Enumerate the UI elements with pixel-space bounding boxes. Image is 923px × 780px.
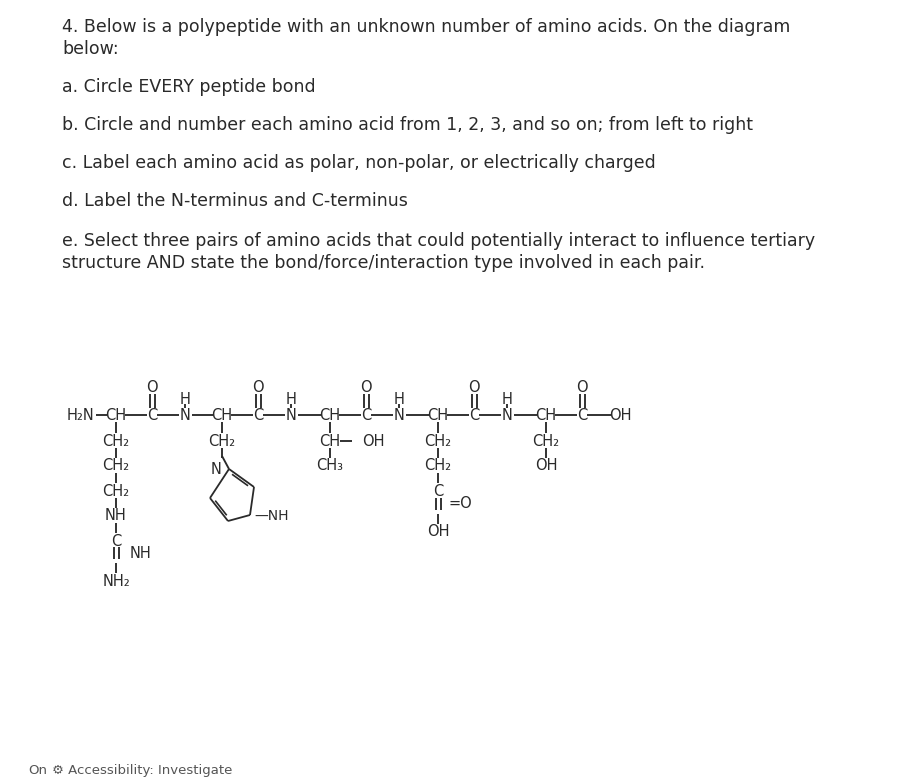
Text: O: O xyxy=(360,380,372,395)
Text: N: N xyxy=(501,407,512,423)
Text: N: N xyxy=(393,407,404,423)
Text: H: H xyxy=(180,392,190,406)
Text: CH: CH xyxy=(105,407,126,423)
Text: C: C xyxy=(469,407,479,423)
Text: CH: CH xyxy=(211,407,233,423)
Text: C: C xyxy=(253,407,263,423)
Text: H: H xyxy=(501,392,512,406)
Text: CH₂: CH₂ xyxy=(102,434,129,448)
Text: O: O xyxy=(576,380,588,395)
Text: OH: OH xyxy=(534,459,557,473)
Text: ⚙ Accessibility: Investigate: ⚙ Accessibility: Investigate xyxy=(52,764,233,777)
Text: OH: OH xyxy=(362,434,385,448)
Text: a. Circle EVERY peptide bond: a. Circle EVERY peptide bond xyxy=(62,78,316,96)
Text: =O: =O xyxy=(449,497,473,512)
Text: O: O xyxy=(468,380,480,395)
Text: CH₂: CH₂ xyxy=(425,434,451,448)
Text: CH: CH xyxy=(427,407,449,423)
Text: e. Select three pairs of amino acids that could potentially interact to influenc: e. Select three pairs of amino acids tha… xyxy=(62,232,815,250)
Text: OH: OH xyxy=(609,407,631,423)
Text: —NH: —NH xyxy=(254,509,289,523)
Text: d. Label the N-terminus and C-terminus: d. Label the N-terminus and C-terminus xyxy=(62,192,408,210)
Text: C: C xyxy=(577,407,587,423)
Text: C: C xyxy=(111,534,121,548)
Text: H: H xyxy=(285,392,296,406)
Text: C: C xyxy=(361,407,371,423)
Text: CH₃: CH₃ xyxy=(317,459,343,473)
Text: CH₂: CH₂ xyxy=(209,434,235,448)
Text: NH₂: NH₂ xyxy=(102,573,130,588)
Text: C: C xyxy=(147,407,157,423)
Text: c. Label each amino acid as polar, non-polar, or electrically charged: c. Label each amino acid as polar, non-p… xyxy=(62,154,655,172)
Text: N: N xyxy=(210,462,221,477)
Text: CH₂: CH₂ xyxy=(102,484,129,498)
Text: CH: CH xyxy=(535,407,557,423)
Text: H₂N: H₂N xyxy=(66,407,94,423)
Text: CH₂: CH₂ xyxy=(425,459,451,473)
Text: b. Circle and number each amino acid from 1, 2, 3, and so on; from left to right: b. Circle and number each amino acid fro… xyxy=(62,116,753,134)
Text: N: N xyxy=(285,407,296,423)
Text: 4. Below is a polypeptide with an unknown number of amino acids. On the diagram: 4. Below is a polypeptide with an unknow… xyxy=(62,18,790,36)
Text: below:: below: xyxy=(62,40,119,58)
Text: CH: CH xyxy=(319,407,341,423)
Text: O: O xyxy=(252,380,264,395)
Text: On: On xyxy=(28,764,47,777)
Text: N: N xyxy=(180,407,190,423)
Text: O: O xyxy=(146,380,158,395)
Text: CH: CH xyxy=(319,434,341,448)
Text: H: H xyxy=(393,392,404,406)
Text: CH₂: CH₂ xyxy=(102,459,129,473)
Text: NH: NH xyxy=(130,545,151,561)
Text: structure AND state the bond/force/interaction type involved in each pair.: structure AND state the bond/force/inter… xyxy=(62,254,705,272)
Text: C: C xyxy=(433,484,443,498)
Text: NH: NH xyxy=(105,509,126,523)
Text: OH: OH xyxy=(426,524,450,540)
Text: CH₂: CH₂ xyxy=(533,434,559,448)
